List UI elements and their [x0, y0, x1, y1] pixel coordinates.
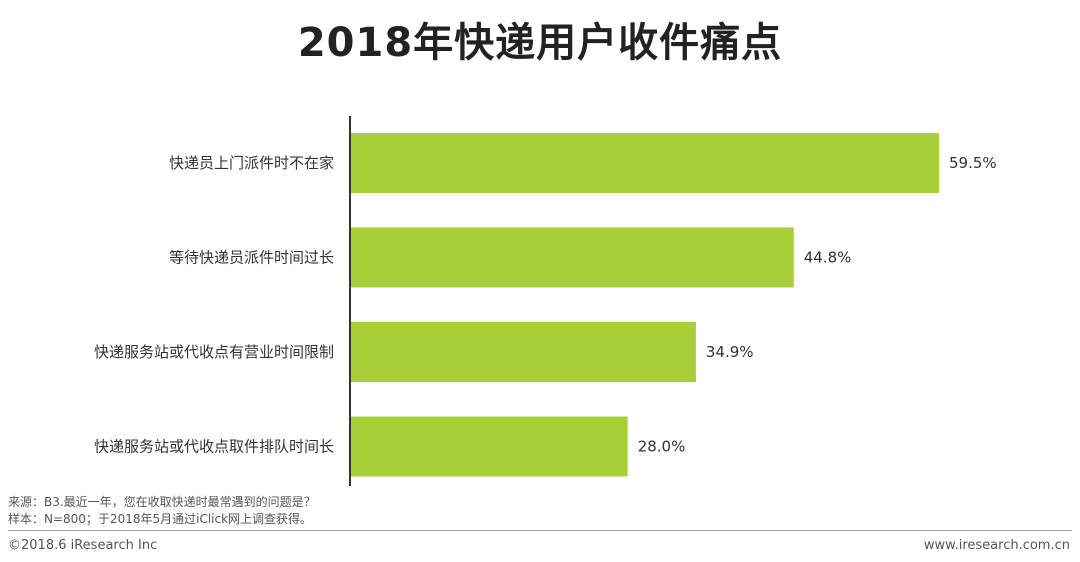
value-label: 44.8%	[804, 249, 852, 267]
bar-chart: 快递员上门派件时不在家 59.5% 等待快递员派件时间过长 44.8% 快递服务站或代收…	[94, 116, 997, 486]
footer-divider	[8, 530, 1072, 531]
category-label: 等待快递员派件时间过长	[169, 249, 334, 267]
bar	[351, 416, 628, 477]
bars-layer: 快递员上门派件时不在家 59.5% 等待快递员派件时间过长 44.8% 快递服务站或代收…	[94, 133, 997, 477]
value-label: 59.5%	[949, 154, 997, 172]
bar	[351, 133, 939, 193]
chart-title: 2018年快递用户收件痛点	[297, 20, 783, 66]
value-label: 28.0%	[638, 438, 686, 456]
category-label: 快递服务站或代收点有营业时间限制	[94, 343, 334, 361]
chart-notes: 来源：B3.最近一年，您在收取快递时最常遇到的问题是？ 样本：N=800；于20…	[8, 494, 316, 528]
copyright-text: ©2018.6 iResearch Inc	[8, 538, 158, 553]
website-text: www.iresearch.com.cn	[923, 538, 1070, 553]
bar	[351, 227, 794, 288]
category-label: 快递服务站或代收点取件排队时间长	[94, 438, 334, 456]
value-label: 34.9%	[706, 343, 754, 361]
source-note: 来源：B3.最近一年，您在收取快递时最常遇到的问题是？	[8, 495, 316, 509]
sample-note: 样本：N=800；于2018年5月通过iClick网上调查获得。	[8, 512, 313, 526]
category-label: 快递员上门派件时不在家	[169, 154, 334, 172]
bar	[351, 322, 696, 382]
